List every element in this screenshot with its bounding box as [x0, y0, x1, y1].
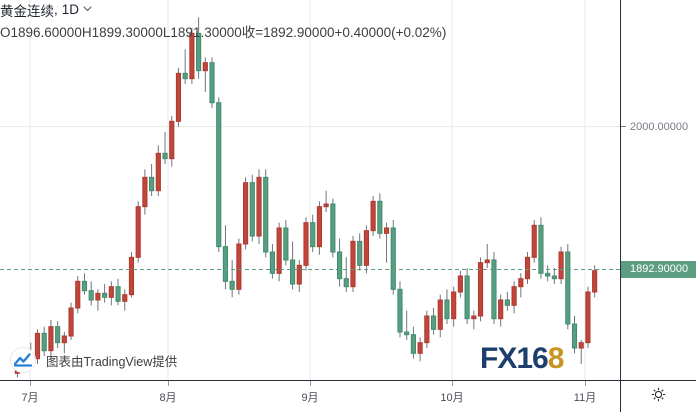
chart-gridlines	[0, 0, 620, 380]
chart-plot-area[interactable]	[0, 0, 620, 380]
tradingview-credit[interactable]: 图表由TradingView提供	[10, 347, 177, 373]
time-axis-tick-mark	[168, 381, 169, 386]
fx168-watermark: FX168	[480, 342, 565, 376]
time-axis-tick-label: 7月	[21, 392, 39, 404]
tradingview-logo-icon	[10, 347, 36, 373]
tradingview-credit-text: 图表由TradingView提供	[46, 354, 178, 369]
gear-icon[interactable]	[651, 387, 666, 407]
time-axis-tick-mark	[30, 381, 31, 386]
time-axis-tick-label: 10月	[440, 392, 464, 404]
time-axis[interactable]: 7月 8月 9月 10月 11月	[0, 380, 620, 412]
time-axis-tick-label: 8月	[159, 392, 177, 404]
brand-primary-text: FX16	[480, 342, 549, 375]
axis-corner	[620, 380, 696, 412]
price-axis[interactable]: 2000.00000 1892.90000	[620, 0, 696, 380]
time-axis-tick-mark	[310, 381, 311, 386]
brand-accent-text: 8	[547, 342, 565, 375]
time-axis-tick-label: 9月	[301, 392, 319, 404]
time-axis-tick-mark	[452, 381, 453, 386]
price-axis-tick-label: 2000.00000	[630, 120, 689, 133]
time-axis-tick-mark	[585, 381, 586, 386]
price-axis-tick: 2000.00000	[621, 120, 688, 134]
current-price-tag[interactable]: 1892.90000	[621, 260, 696, 278]
time-axis-tick-label: 11月	[573, 392, 597, 404]
tick-dash	[621, 126, 626, 128]
current-price-line	[0, 268, 620, 270]
